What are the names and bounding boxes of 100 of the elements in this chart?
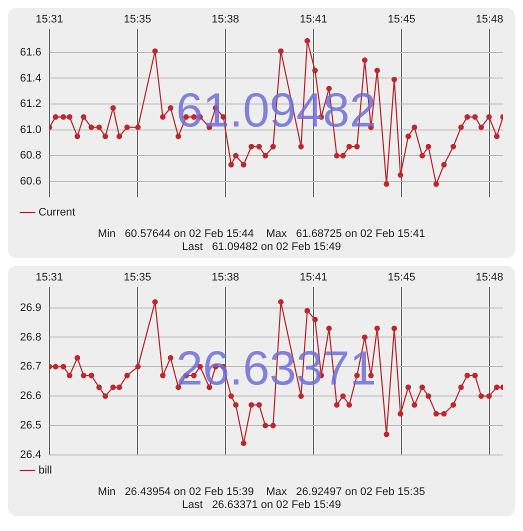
point xyxy=(374,326,380,332)
point xyxy=(412,402,418,408)
point xyxy=(433,181,440,187)
text: Last 61.09482 on 02 Feb 15:49 xyxy=(180,241,342,254)
legend-label: Current xyxy=(38,206,76,219)
point xyxy=(494,134,500,140)
y-tick-label: 26.5 xyxy=(20,420,42,432)
point xyxy=(262,422,268,428)
legend-label: bill xyxy=(38,464,52,477)
point xyxy=(426,393,432,399)
point xyxy=(80,372,86,378)
point xyxy=(228,162,234,168)
x-tick-label: 15:31 xyxy=(36,14,64,26)
point xyxy=(464,372,470,378)
point xyxy=(486,393,492,399)
y-tick-label: 60.8 xyxy=(20,150,42,162)
x-tick-label: 15:35 xyxy=(124,272,152,284)
point xyxy=(88,372,94,378)
point xyxy=(124,124,130,130)
point xyxy=(80,114,86,120)
point xyxy=(478,393,484,399)
point xyxy=(298,144,304,150)
point xyxy=(441,162,447,168)
point xyxy=(412,124,418,130)
point xyxy=(398,410,404,417)
point xyxy=(472,372,478,378)
point xyxy=(278,48,284,54)
point xyxy=(270,144,276,150)
point xyxy=(384,181,390,187)
point xyxy=(102,134,108,140)
point xyxy=(66,372,72,378)
x-tick-label: 15:38 xyxy=(212,272,240,284)
point xyxy=(346,402,352,408)
text: Min 26.43954 on 02 Feb 15:39 Max 26.92497 on 02 Feb 15:35 xyxy=(96,486,426,499)
point xyxy=(116,384,122,390)
point xyxy=(160,372,166,378)
y-tick-label: 26.7 xyxy=(20,360,42,373)
point xyxy=(458,124,464,130)
point xyxy=(102,393,108,399)
point xyxy=(168,105,174,111)
text: Min 60.57644 on 02 Feb 15:44 Max 61.68725 on 02 Feb 15:41 xyxy=(96,228,426,241)
point xyxy=(384,432,390,438)
point xyxy=(433,410,440,417)
x-tick-label: 15:38 xyxy=(212,14,240,26)
x-tick-label: 15:45 xyxy=(388,14,416,26)
point xyxy=(240,162,246,168)
point xyxy=(96,384,102,390)
point xyxy=(66,114,72,120)
point xyxy=(96,124,102,130)
point xyxy=(74,355,80,361)
point xyxy=(152,299,158,305)
point xyxy=(116,134,122,140)
point xyxy=(426,144,432,150)
point xyxy=(464,114,470,120)
point xyxy=(391,326,398,332)
x-tick-label: 15:48 xyxy=(476,272,504,284)
point xyxy=(494,384,500,390)
point xyxy=(152,48,158,54)
point xyxy=(110,384,116,390)
point xyxy=(52,114,58,120)
point xyxy=(256,402,262,408)
point xyxy=(312,316,318,322)
point xyxy=(405,384,412,390)
point xyxy=(362,57,368,63)
point xyxy=(398,172,404,178)
point xyxy=(354,144,360,150)
point xyxy=(88,124,94,130)
point xyxy=(262,152,268,158)
point xyxy=(334,402,340,408)
point xyxy=(334,152,340,158)
point xyxy=(478,124,484,130)
text: Last 26.63371 on 02 Feb 15:49 xyxy=(180,499,342,512)
point xyxy=(419,152,426,158)
point xyxy=(441,410,447,417)
x-tick-label: 15:31 xyxy=(36,272,64,284)
point xyxy=(405,134,412,140)
point xyxy=(346,144,352,150)
point xyxy=(168,355,174,361)
point xyxy=(160,114,166,120)
point xyxy=(52,364,58,370)
point xyxy=(374,68,380,74)
point xyxy=(60,364,66,370)
point xyxy=(233,152,239,158)
y-tick-label: 26.9 xyxy=(20,302,42,314)
y-tick-label: 26.4 xyxy=(20,449,42,462)
y-tick-label: 60.6 xyxy=(20,176,42,188)
x-tick-label: 15:41 xyxy=(300,272,328,284)
point xyxy=(486,114,492,120)
x-tick-label: 15:48 xyxy=(476,14,504,26)
point xyxy=(450,402,456,408)
point xyxy=(60,114,66,120)
point xyxy=(391,76,398,82)
point xyxy=(240,440,246,446)
y-tick-label: 26.6 xyxy=(20,390,42,402)
point xyxy=(110,105,116,111)
point xyxy=(124,372,130,378)
point xyxy=(472,114,478,120)
point xyxy=(256,144,262,150)
y-tick-label: 61.6 xyxy=(20,46,42,58)
x-tick-label: 15:45 xyxy=(388,272,416,284)
